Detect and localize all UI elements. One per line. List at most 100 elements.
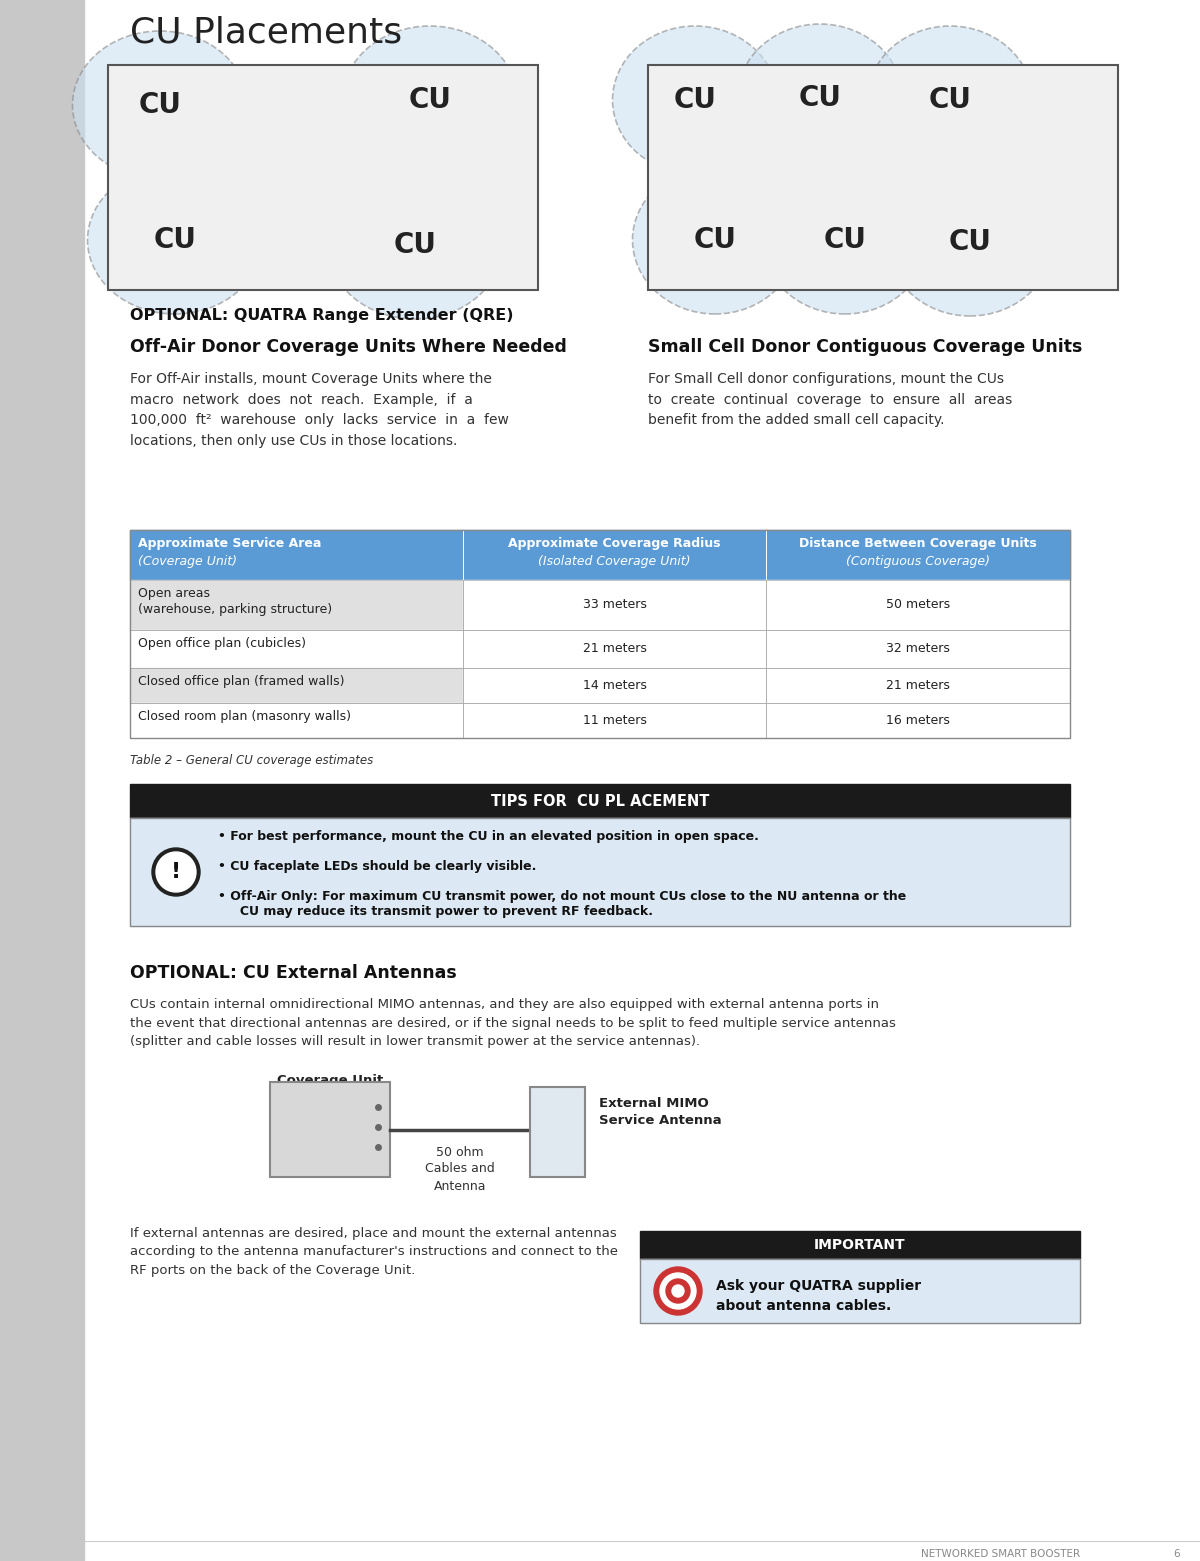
Bar (766, 702, 1070, 738)
Text: (Coverage Unit): (Coverage Unit) (138, 556, 238, 568)
Bar (463, 631, 766, 668)
Text: (Isolated Coverage Unit): (Isolated Coverage Unit) (539, 556, 691, 568)
Bar (130, 784, 1070, 818)
Text: CUs contain internal omnidirectional MIMO antennas, and they are also equipped w: CUs contain internal omnidirectional MIM… (130, 997, 896, 1047)
Ellipse shape (612, 27, 778, 173)
Text: NETWORKED SMART BOOSTER: NETWORKED SMART BOOSTER (920, 1549, 1080, 1559)
Text: 32 meters: 32 meters (886, 642, 950, 656)
Bar (463, 581, 766, 631)
Ellipse shape (328, 172, 503, 318)
Text: CU: CU (408, 86, 451, 114)
Text: CU: CU (673, 86, 716, 114)
Bar (766, 531, 1070, 581)
Ellipse shape (888, 169, 1052, 315)
Text: Open office plan (cubicles): Open office plan (cubicles) (138, 637, 306, 649)
Bar (766, 668, 1070, 702)
Text: Ask your QUATRA supplier
about antenna cables.: Ask your QUATRA supplier about antenna c… (716, 1278, 922, 1313)
Bar (130, 702, 463, 738)
Bar (463, 531, 766, 581)
Bar (766, 581, 1070, 631)
Text: Approximate Service Area: Approximate Service Area (138, 537, 322, 549)
Bar (530, 1086, 586, 1177)
Text: OPTIONAL: CU External Antennas: OPTIONAL: CU External Antennas (130, 965, 457, 982)
Text: 50 meters: 50 meters (886, 598, 950, 610)
Bar (463, 531, 766, 581)
Bar (463, 581, 766, 631)
Text: Approximate Coverage Radius: Approximate Coverage Radius (509, 537, 721, 549)
Bar (648, 66, 1118, 290)
Bar (130, 668, 463, 702)
Bar (463, 668, 766, 702)
Text: CU: CU (694, 226, 737, 254)
Bar (640, 1232, 1080, 1260)
Bar (766, 668, 1070, 702)
Bar (130, 631, 463, 668)
Bar (463, 668, 766, 702)
Text: !: ! (170, 862, 181, 882)
Text: Coverage Unit: Coverage Unit (277, 1074, 383, 1086)
Text: (warehouse, parking structure): (warehouse, parking structure) (138, 603, 332, 617)
Text: 33 meters: 33 meters (582, 598, 647, 610)
Bar (463, 702, 766, 738)
Text: 14 meters: 14 meters (582, 679, 647, 692)
Text: CU Placements: CU Placements (130, 16, 402, 48)
Bar (130, 581, 463, 631)
Bar (640, 1260, 1080, 1324)
Bar (463, 631, 766, 668)
Bar (130, 818, 1070, 926)
Text: For Off-Air installs, mount Coverage Units where the
macro  network  does  not  : For Off-Air installs, mount Coverage Uni… (130, 372, 509, 448)
Bar (108, 66, 538, 290)
Bar (130, 531, 1070, 738)
Ellipse shape (88, 165, 263, 314)
Text: Closed office plan (framed walls): Closed office plan (framed walls) (138, 674, 344, 688)
Text: 21 meters: 21 meters (886, 679, 950, 692)
Text: 11 meters: 11 meters (582, 713, 647, 726)
Ellipse shape (342, 27, 517, 173)
Bar (130, 702, 463, 738)
Bar (463, 702, 766, 738)
Text: CU: CU (394, 231, 437, 259)
Text: IMPORTANT: IMPORTANT (814, 1238, 906, 1252)
Bar (130, 531, 463, 581)
Text: CU: CU (138, 91, 181, 119)
Text: TIPS FOR  CU PL ACEMENT: TIPS FOR CU PL ACEMENT (491, 793, 709, 809)
Bar (130, 668, 463, 702)
Circle shape (666, 1278, 690, 1303)
Bar (766, 581, 1070, 631)
Text: Off-Air Donor Coverage Units Where Needed: Off-Air Donor Coverage Units Where Neede… (130, 339, 566, 356)
Text: CU: CU (823, 226, 866, 254)
Bar (130, 531, 463, 581)
Circle shape (672, 1285, 684, 1297)
Circle shape (156, 852, 196, 891)
Text: CU: CU (929, 86, 972, 114)
Text: Open areas: Open areas (138, 587, 210, 599)
Text: If external antennas are desired, place and mount the external antennas
accordin: If external antennas are desired, place … (130, 1227, 618, 1277)
Bar (766, 631, 1070, 668)
Text: Closed room plan (masonry walls): Closed room plan (masonry walls) (138, 710, 352, 723)
Text: 21 meters: 21 meters (582, 642, 647, 656)
Text: • CU faceplate LEDs should be clearly visible.: • CU faceplate LEDs should be clearly vi… (218, 860, 536, 873)
Text: CU: CU (154, 226, 197, 254)
Circle shape (152, 848, 200, 896)
Ellipse shape (738, 23, 902, 172)
Ellipse shape (868, 27, 1032, 173)
Ellipse shape (72, 31, 247, 180)
Text: For Small Cell donor configurations, mount the CUs
to  create  continual  covera: For Small Cell donor configurations, mou… (648, 372, 1013, 428)
Bar (130, 631, 463, 668)
Text: 6: 6 (1174, 1549, 1180, 1559)
Ellipse shape (762, 165, 928, 314)
Bar (130, 818, 1070, 926)
Text: • Off-Air Only: For maximum CU transmit power, do not mount CUs close to the NU : • Off-Air Only: For maximum CU transmit … (218, 890, 906, 918)
Text: (Contiguous Coverage): (Contiguous Coverage) (846, 556, 990, 568)
Ellipse shape (632, 165, 798, 314)
Text: Distance Between Coverage Units: Distance Between Coverage Units (799, 537, 1037, 549)
Text: Table 2 – General CU coverage estimates: Table 2 – General CU coverage estimates (130, 754, 373, 766)
Bar (640, 1260, 1080, 1324)
Text: CU: CU (948, 228, 991, 256)
Text: 16 meters: 16 meters (886, 713, 950, 726)
Bar (766, 702, 1070, 738)
Text: OPTIONAL: QUATRA Range Extender (QRE): OPTIONAL: QUATRA Range Extender (QRE) (130, 308, 514, 323)
Bar (270, 1082, 390, 1177)
Bar (766, 631, 1070, 668)
Bar (766, 531, 1070, 581)
